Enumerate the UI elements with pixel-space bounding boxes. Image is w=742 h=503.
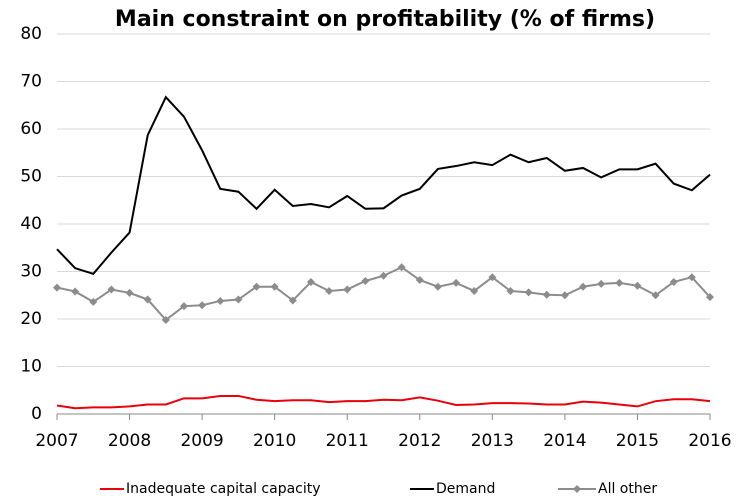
data-point: [397, 263, 406, 272]
x-tick-label: 2012: [398, 431, 441, 451]
data-point: [615, 278, 624, 287]
data-point: [651, 291, 660, 300]
legend-label: All other: [598, 481, 657, 497]
data-point: [252, 282, 261, 291]
y-tick-label: 80: [20, 24, 42, 44]
x-tick-label: 2010: [253, 431, 296, 451]
y-tick-label: 0: [31, 404, 42, 424]
data-point: [107, 285, 116, 294]
x-tick-label: 2013: [471, 431, 514, 451]
x-tick-label: 2016: [688, 431, 731, 451]
data-point: [542, 290, 551, 299]
data-point: [143, 295, 152, 304]
data-point: [470, 286, 479, 295]
data-point: [270, 282, 279, 291]
data-point: [579, 282, 588, 291]
series-line: [56, 95, 711, 276]
data-point: [560, 291, 569, 300]
y-tick-label: 50: [20, 167, 42, 187]
data-point: [306, 277, 315, 286]
chart-title: Main constraint on profitability (% of f…: [115, 7, 655, 32]
data-point: [216, 296, 225, 305]
data-point: [288, 296, 297, 305]
data-point: [379, 271, 388, 280]
data-point: [343, 285, 352, 294]
y-tick-label: 70: [20, 72, 42, 92]
x-tick-label: 2014: [543, 431, 586, 451]
data-point: [415, 276, 424, 285]
x-tick-label: 2008: [108, 431, 151, 451]
data-point: [234, 295, 243, 304]
data-point: [506, 286, 515, 295]
data-point: [597, 279, 606, 288]
x-tick-label: 2009: [180, 431, 223, 451]
x-tick-label: 2015: [616, 431, 659, 451]
y-tick-label: 40: [20, 214, 42, 234]
data-point: [89, 297, 98, 306]
series-line: [56, 394, 711, 410]
x-tick-label: 2011: [326, 431, 369, 451]
data-point: [687, 273, 696, 282]
data-point: [706, 293, 714, 302]
data-point: [125, 288, 134, 297]
data-point: [452, 278, 461, 287]
x-tick-label: 2007: [35, 431, 78, 451]
data-point: [161, 315, 170, 324]
data-point: [361, 277, 370, 285]
data-point: [433, 282, 442, 291]
data-point: [488, 273, 497, 282]
data-point: [53, 283, 61, 292]
legend-marker: [573, 485, 581, 493]
data-point: [669, 277, 678, 286]
y-tick-label: 20: [20, 309, 42, 329]
data-point: [524, 288, 533, 297]
data-point: [179, 302, 188, 311]
y-tick-label: 30: [20, 262, 42, 282]
data-point: [71, 287, 80, 296]
y-tick-label: 10: [20, 357, 42, 377]
legend-label: Demand: [436, 481, 495, 497]
data-point: [325, 286, 334, 295]
legend-label: Inadequate capital capacity: [126, 481, 321, 497]
y-tick-label: 60: [20, 119, 42, 139]
data-point: [633, 281, 642, 290]
data-point: [198, 301, 207, 310]
